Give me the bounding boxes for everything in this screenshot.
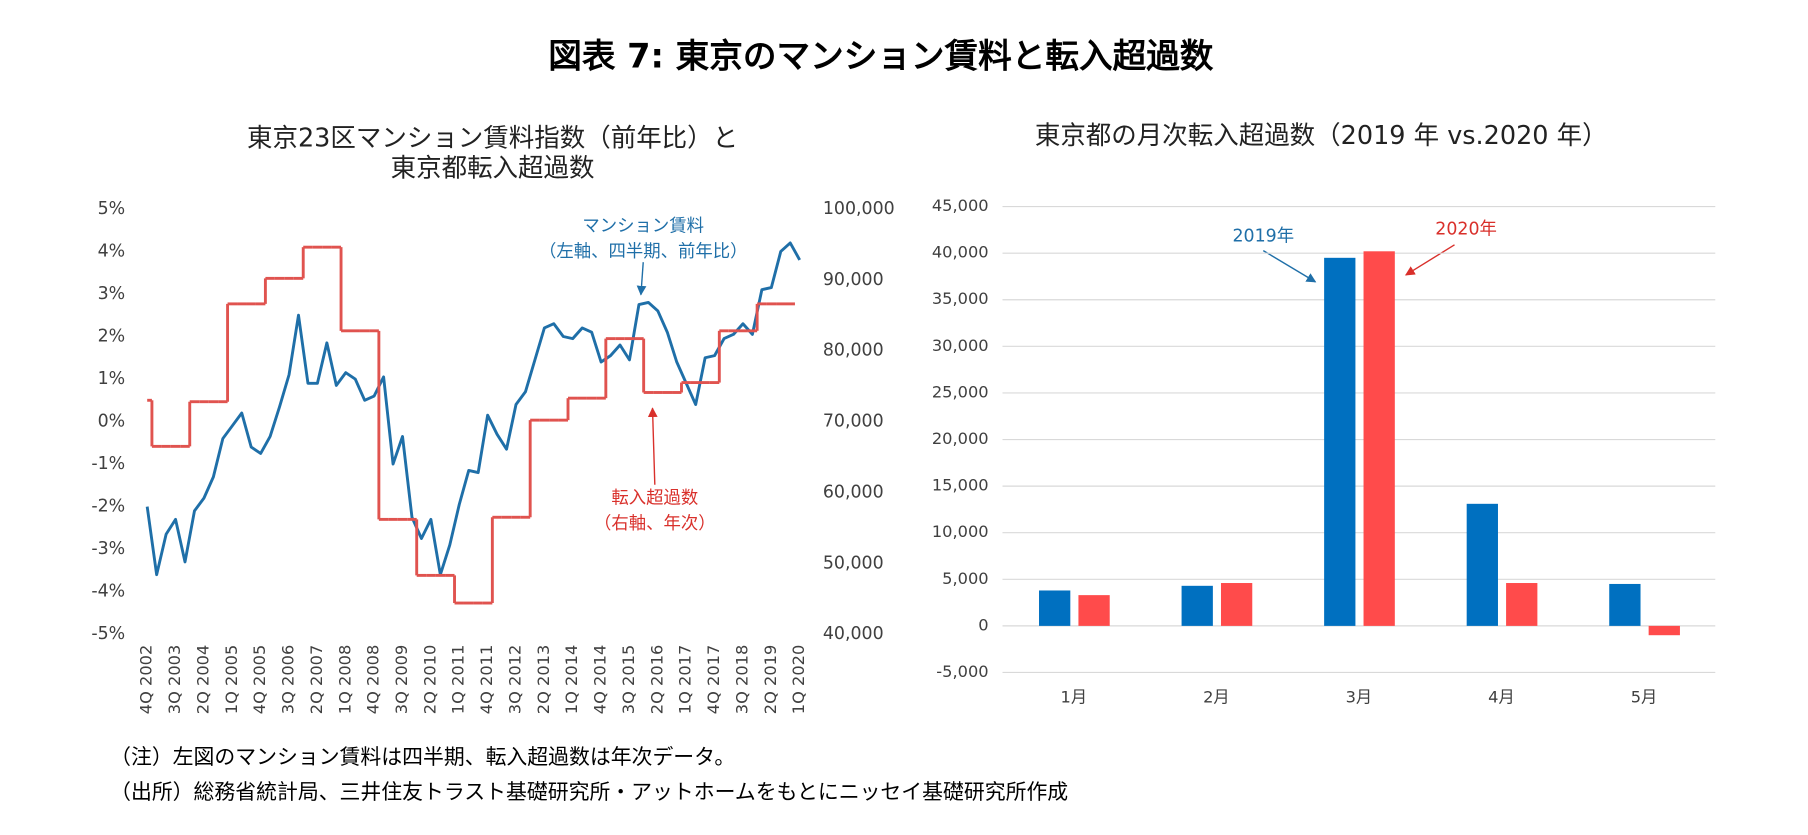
note: （注）左図のマンション賃料は四半期、転入超過数は年次データ。 bbox=[110, 745, 735, 769]
y2-tick-label: 40,000 bbox=[823, 624, 884, 644]
page-title: 図表 7: 東京のマンション賃料と転入超過数 bbox=[548, 37, 1214, 76]
series-label: 2020年 bbox=[1435, 220, 1497, 240]
y-tick-label: 4% bbox=[98, 241, 126, 261]
bar bbox=[1466, 503, 1498, 626]
x-tick-label: 2Q 2004 bbox=[193, 645, 212, 715]
x-tick-label: 4Q 2017 bbox=[704, 645, 723, 715]
bar bbox=[1220, 583, 1253, 626]
x-tick-label: 5月 bbox=[1631, 687, 1658, 706]
bar bbox=[1039, 590, 1071, 626]
y-tick-label: 30,000 bbox=[932, 336, 989, 355]
y-tick-label: 5% bbox=[98, 199, 126, 219]
y2-tick-label: 60,000 bbox=[823, 482, 884, 502]
x-tick-label: 4Q 2005 bbox=[250, 645, 269, 715]
x-tick-label: 4Q 2002 bbox=[137, 645, 156, 715]
y-tick-label: -3% bbox=[91, 539, 125, 559]
x-tick-label: 1Q 2005 bbox=[222, 645, 241, 715]
y2-tick-label: 90,000 bbox=[823, 270, 884, 290]
x-tick-label: 2月 bbox=[1203, 687, 1230, 706]
bar bbox=[1506, 583, 1538, 626]
x-tick-label: 3月 bbox=[1346, 687, 1373, 706]
y-tick-label: 3% bbox=[98, 284, 126, 304]
x-tick-label: 1Q 2017 bbox=[676, 645, 695, 715]
y-tick-label: -1% bbox=[91, 454, 125, 474]
annotation: （右軸、年次） bbox=[594, 514, 716, 534]
y-tick-label: -4% bbox=[91, 582, 125, 602]
x-tick-label: 1Q 2020 bbox=[789, 645, 808, 715]
annotation-arrow bbox=[636, 262, 647, 296]
y-tick-label: 35,000 bbox=[932, 289, 989, 308]
y2-tick-label: 100,000 bbox=[823, 199, 895, 219]
y-tick-label: 20,000 bbox=[932, 429, 989, 448]
annotation: マンション賃料 bbox=[582, 216, 704, 236]
annotation: （左軸、四半期、前年比） bbox=[539, 242, 747, 262]
y-tick-label: 0% bbox=[98, 412, 126, 432]
x-tick-label: 4Q 2011 bbox=[477, 645, 496, 715]
y2-tick-label: 70,000 bbox=[823, 412, 884, 432]
bar bbox=[1078, 595, 1110, 626]
data-line bbox=[145, 241, 801, 577]
y-tick-label: 0 bbox=[978, 615, 988, 634]
bar bbox=[1181, 585, 1213, 626]
bar bbox=[1648, 625, 1680, 636]
x-tick-label: 4月 bbox=[1488, 687, 1515, 706]
y2-tick-label: 50,000 bbox=[823, 553, 884, 573]
x-tick-label: 2Q 2010 bbox=[420, 645, 439, 715]
bar bbox=[1609, 583, 1641, 626]
y-tick-label: 5,000 bbox=[942, 569, 988, 588]
x-tick-label: 3Q 2012 bbox=[505, 645, 524, 715]
y-tick-label: 40,000 bbox=[932, 243, 989, 262]
x-tick-label: 1Q 2008 bbox=[335, 645, 354, 715]
annotation-arrow bbox=[1262, 250, 1317, 283]
y-tick-label: -2% bbox=[91, 497, 125, 517]
x-tick-label: 1Q 2011 bbox=[449, 645, 468, 715]
x-tick-label: 3Q 2018 bbox=[732, 645, 751, 715]
y-tick-label: 10,000 bbox=[932, 522, 989, 541]
chart-title: 東京都転入超過数 bbox=[391, 153, 595, 183]
y-tick-label: 1% bbox=[98, 369, 126, 389]
bar bbox=[1324, 257, 1356, 626]
x-tick-label: 2Q 2016 bbox=[647, 645, 666, 715]
x-tick-label: 4Q 2008 bbox=[364, 645, 383, 715]
x-tick-label: 1月 bbox=[1061, 687, 1088, 706]
series-label: 2019年 bbox=[1232, 227, 1294, 247]
chart-title: 東京都の月次転入超過数（2019 年 vs.2020 年） bbox=[1035, 121, 1608, 151]
x-tick-label: 3Q 2015 bbox=[619, 645, 638, 715]
x-tick-label: 1Q 2014 bbox=[562, 645, 581, 715]
y2-tick-label: 80,000 bbox=[823, 341, 884, 361]
x-tick-label: 2Q 2019 bbox=[761, 645, 780, 715]
chart-title: 東京23区マンション賃料指数（前年比）と bbox=[247, 123, 738, 153]
annotation-arrow bbox=[1405, 244, 1455, 276]
y-tick-label: -5% bbox=[91, 624, 125, 644]
y-tick-label: 25,000 bbox=[932, 382, 989, 401]
annotation-arrow bbox=[647, 407, 658, 485]
bar bbox=[1363, 251, 1395, 626]
y-tick-label: 2% bbox=[98, 326, 126, 346]
y-tick-label: 45,000 bbox=[932, 196, 989, 215]
x-tick-label: 2Q 2007 bbox=[307, 645, 326, 715]
x-tick-label: 2Q 2013 bbox=[534, 645, 553, 715]
note: （出所）総務省統計局、三井住友トラスト基礎研究所・アットホームをもとにニッセイ基… bbox=[110, 780, 1068, 804]
x-tick-label: 3Q 2006 bbox=[279, 645, 298, 715]
y-tick-label: -5,000 bbox=[936, 662, 988, 681]
x-tick-label: 3Q 2009 bbox=[392, 645, 411, 715]
x-tick-label: 3Q 2003 bbox=[165, 645, 184, 715]
x-tick-label: 4Q 2014 bbox=[591, 645, 610, 715]
y-tick-label: 15,000 bbox=[932, 476, 989, 495]
annotation: 転入超過数 bbox=[611, 489, 698, 509]
